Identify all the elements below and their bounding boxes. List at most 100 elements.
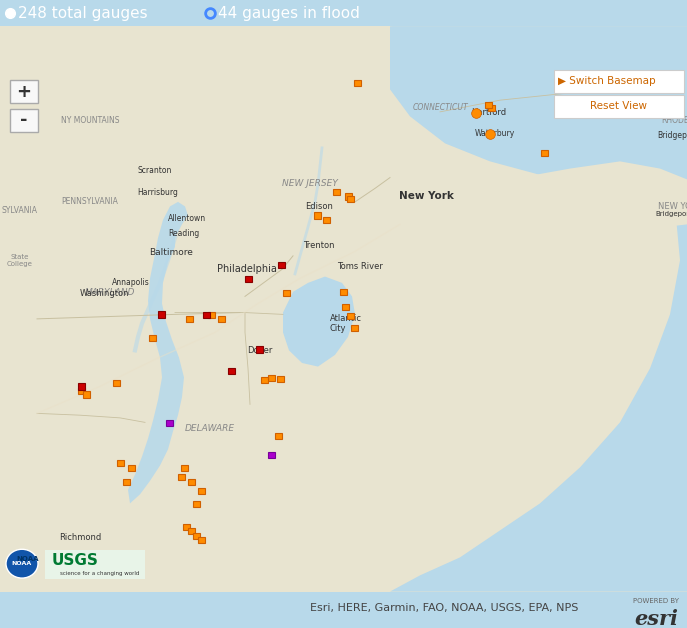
Text: esri: esri — [634, 609, 678, 628]
Text: DELAWARE: DELAWARE — [185, 424, 235, 433]
Bar — [541, 150, 548, 156]
Text: Richmond: Richmond — [59, 533, 101, 542]
Bar — [313, 212, 321, 219]
Text: Toms River: Toms River — [337, 262, 383, 271]
Bar — [350, 325, 357, 331]
Bar — [82, 391, 89, 398]
FancyBboxPatch shape — [0, 26, 687, 592]
Text: NEW YORK: NEW YORK — [657, 202, 687, 211]
Bar — [276, 376, 284, 382]
Text: Bridgeport: Bridgeport — [655, 212, 687, 217]
Bar — [113, 379, 120, 386]
Bar — [157, 311, 164, 318]
Bar — [282, 290, 289, 296]
Text: Edison: Edison — [305, 202, 333, 211]
Bar — [177, 474, 185, 480]
Bar — [197, 487, 205, 494]
Text: ▶ Switch Basemap: ▶ Switch Basemap — [558, 76, 655, 86]
Text: State
College: State College — [7, 254, 33, 267]
Bar — [344, 193, 352, 200]
FancyBboxPatch shape — [45, 550, 145, 579]
Text: Allentown: Allentown — [168, 214, 206, 222]
Text: SYLVANIA: SYLVANIA — [2, 207, 38, 215]
Bar — [346, 196, 354, 202]
Bar — [278, 262, 284, 268]
Text: Atlantic
City: Atlantic City — [330, 313, 362, 333]
Text: NOAA: NOAA — [12, 561, 32, 566]
Circle shape — [6, 550, 38, 578]
Text: Bridgeport: Bridgeport — [657, 131, 687, 140]
Text: Hartford: Hartford — [471, 108, 506, 117]
FancyBboxPatch shape — [554, 70, 684, 93]
Bar — [322, 217, 330, 223]
Bar — [181, 465, 188, 472]
Text: NEW JERSEY: NEW JERSEY — [282, 180, 338, 188]
Bar — [78, 383, 85, 389]
Text: -: - — [20, 111, 27, 129]
Text: 44 gauges in flood: 44 gauges in flood — [218, 6, 360, 21]
Text: CONNECTICUT: CONNECTICUT — [412, 103, 468, 112]
Bar — [185, 316, 192, 322]
Text: +: + — [16, 83, 32, 100]
Bar — [218, 316, 225, 322]
Text: RHODE: RHODE — [661, 116, 687, 126]
Bar — [346, 313, 354, 319]
Text: Dover: Dover — [247, 346, 272, 355]
Bar — [197, 537, 205, 543]
Text: USGS: USGS — [52, 553, 98, 568]
Bar — [166, 420, 172, 426]
Bar — [188, 528, 194, 534]
Bar — [260, 377, 267, 383]
Text: Reset View: Reset View — [591, 102, 648, 112]
Text: Esri, HERE, Garmin, FAO, NOAA, USGS, EPA, NPS: Esri, HERE, Garmin, FAO, NOAA, USGS, EPA… — [310, 603, 578, 613]
FancyBboxPatch shape — [554, 95, 684, 118]
Polygon shape — [128, 202, 188, 504]
Text: Annapolis: Annapolis — [112, 278, 150, 288]
Text: science for a changing world: science for a changing world — [60, 571, 139, 576]
Bar — [339, 289, 346, 295]
Bar — [192, 533, 199, 539]
Bar — [267, 375, 275, 381]
Text: Washington: Washington — [80, 289, 130, 298]
Text: Philadelphia: Philadelphia — [217, 264, 277, 274]
Text: PENNSYLVANIA: PENNSYLVANIA — [62, 197, 118, 207]
Bar — [333, 189, 339, 195]
Polygon shape — [283, 276, 355, 367]
FancyBboxPatch shape — [10, 109, 38, 132]
Bar — [188, 479, 194, 485]
Polygon shape — [460, 161, 687, 234]
Polygon shape — [390, 26, 687, 184]
Text: lll/mm: lll/mm — [629, 73, 651, 79]
Bar — [484, 102, 491, 108]
Text: Scranton: Scranton — [138, 166, 172, 175]
Bar — [207, 312, 214, 318]
Polygon shape — [390, 26, 687, 592]
Text: Baltimore: Baltimore — [149, 248, 193, 257]
Bar — [128, 465, 135, 472]
Bar — [245, 276, 251, 283]
Bar — [78, 387, 85, 394]
Text: Harrisburg: Harrisburg — [137, 188, 178, 197]
Bar — [488, 105, 495, 111]
Bar — [354, 80, 361, 86]
Bar — [122, 479, 130, 485]
Bar — [203, 312, 210, 318]
Text: NOAA: NOAA — [16, 556, 39, 562]
Bar — [148, 335, 155, 341]
Bar — [183, 524, 190, 530]
Bar — [267, 452, 275, 458]
Bar — [256, 346, 262, 353]
Text: NY MOUNTAINS: NY MOUNTAINS — [60, 116, 120, 126]
FancyBboxPatch shape — [10, 80, 38, 103]
Bar — [227, 368, 234, 374]
Text: Trenton: Trenton — [303, 241, 335, 249]
Bar — [341, 304, 348, 310]
Text: POWERED BY: POWERED BY — [633, 598, 679, 604]
Text: 248 total gauges: 248 total gauges — [18, 6, 148, 21]
Bar — [117, 460, 124, 466]
Text: Waterbury: Waterbury — [475, 129, 515, 138]
Bar — [192, 501, 199, 507]
Text: MARYLAND: MARYLAND — [85, 288, 135, 297]
Bar — [275, 433, 282, 439]
Text: New York: New York — [399, 190, 454, 200]
